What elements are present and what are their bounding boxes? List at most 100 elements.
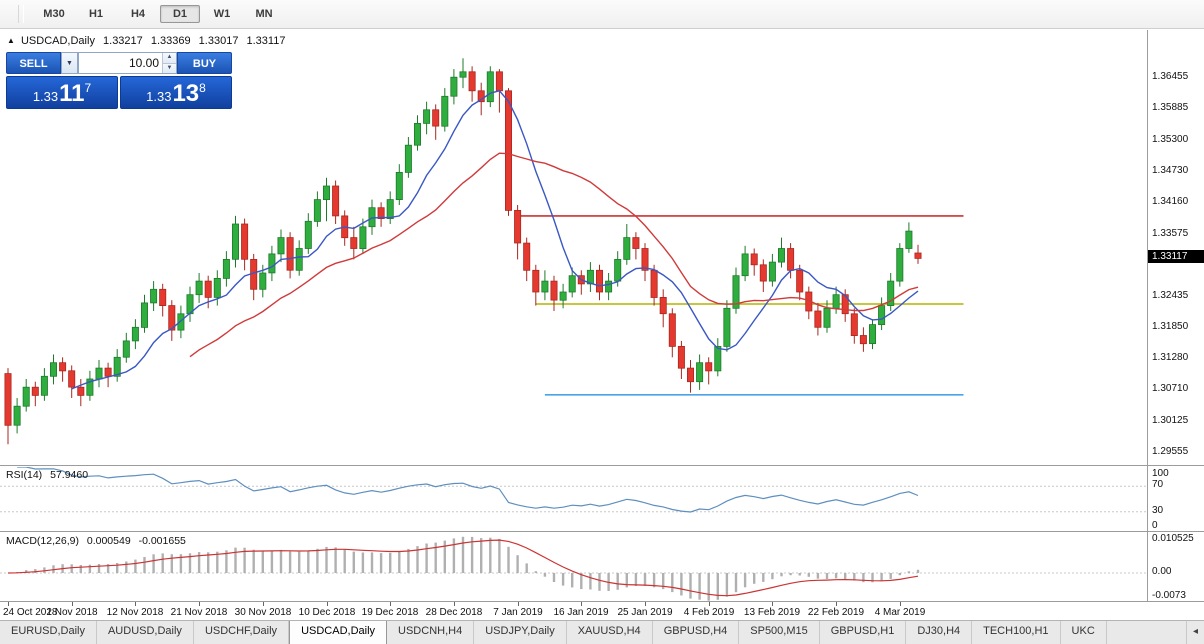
chart-tab-gbpusd-h1[interactable]: GBPUSD,H1 [820,621,907,644]
candle [878,305,886,326]
chart-tab-usdjpy-daily[interactable]: USDJPY,Daily [474,621,567,644]
macd-indicator-panel[interactable]: MACD(12,26,9) 0.000549 -0.001655 [0,531,1204,601]
axis-tick [836,602,837,606]
candle [887,280,895,307]
date-label: 10 Dec 2018 [298,607,356,618]
axis-tick [900,602,901,606]
candle [796,269,804,293]
chart-tab-tech100-h1[interactable]: TECH100,H1 [972,621,1061,644]
price-scale-label: 1.34160 [1152,196,1189,207]
rsi-canvas[interactable] [0,467,1147,531]
timeframe-button-d1[interactable]: D1 [160,5,200,23]
chevron-down-icon[interactable]: ▼ [61,52,78,74]
chevron-left-icon[interactable]: ◂ [1186,620,1204,644]
chart-tab-dj30-h4[interactable]: DJ30,H4 [906,621,973,644]
rsi-indicator-panel[interactable]: RSI(14) 57.9460 [0,465,1204,531]
price-scale-label: 1.32435 [1152,290,1189,301]
candle [523,242,531,271]
timeframe-button-m30[interactable]: M30 [43,8,65,20]
date-label: 16 Jan 2019 [553,607,609,618]
price-chart-canvas[interactable] [0,31,1147,465]
price-scale[interactable]: 1.33117 1.36455 1.35885 1.35300 1.34730 1.34… [1147,30,1204,601]
date-label: 22 Feb 2019 [807,607,865,618]
date-label: 19 Dec 2018 [361,607,419,618]
chart-tab-xauusd-h4[interactable]: XAUUSD,H4 [567,621,653,644]
buy-button[interactable]: BUY [177,52,232,74]
candle [377,207,385,219]
candle [204,280,212,298]
date-label: 28 Dec 2018 [425,607,483,618]
axis-tick [390,602,391,606]
candle [778,248,786,263]
candle [905,230,913,249]
candle [514,209,522,244]
candle [50,362,58,377]
candle [395,171,403,200]
chart-tab-gbpusd-h4[interactable]: GBPUSD,H4 [653,621,740,644]
candle [150,288,158,304]
volume-stepper[interactable]: 10.00 ▲ ▼ [78,52,177,74]
macd-canvas[interactable] [0,533,1147,601]
date-axis[interactable]: 24 Oct 2018 2 Nov 2018 12 Nov 2018 21 Nov 2… [0,601,1204,620]
candle [140,302,148,328]
candle [386,199,394,220]
date-label: 24 Oct 2018 [3,607,58,618]
spinner-up-icon[interactable]: ▲ [163,53,176,63]
volume-value[interactable]: 10.00 [128,56,159,70]
macd-scale-label: 0.00 [1152,566,1172,577]
candle [659,296,667,315]
timeframe-button-w1[interactable]: W1 [213,8,231,20]
price-scale-label: 1.29555 [1152,446,1189,457]
sell-button[interactable]: SELL [6,52,61,74]
main-chart-panel[interactable]: ▲ USDCAD,Daily 1.33217 1.33369 1.33017 1… [0,30,1147,465]
candle [559,291,567,301]
candle [914,252,922,259]
chart-tab-usdcad-daily[interactable]: USDCAD,Daily [289,621,388,644]
axis-tick [772,602,773,606]
candle [195,280,203,296]
timeframe-button-h1[interactable]: H1 [88,8,104,20]
candle [268,253,276,274]
candle [605,280,613,293]
candle [113,356,121,377]
price-scale-label: 1.30125 [1152,415,1189,426]
axis-tick [135,602,136,606]
candle [632,237,640,249]
buy-price-pips: 13 [172,80,200,107]
chart-tab-usdcnh-h4[interactable]: USDCNH,H4 [387,621,475,644]
chart-tab-usdchf-daily[interactable]: USDCHF,Daily [194,621,290,644]
candle [423,109,431,124]
candle [532,269,540,293]
candle [759,264,767,282]
candle [495,71,503,92]
chart-tab-audusd-daily[interactable]: AUDUSD,Daily [97,621,194,644]
timeframe-button-h4[interactable]: H4 [130,8,146,20]
candle [650,269,658,298]
collapse-icon[interactable]: ▲ [7,36,15,45]
candle [241,223,249,260]
axis-tick [581,602,582,606]
chart-tab-sp500-m15[interactable]: SP500,M15 [739,621,820,644]
price-scale-label: 1.30710 [1152,383,1189,394]
candle [823,307,831,328]
chart-tab-ukc[interactable]: UKC [1061,621,1107,644]
candle [359,226,367,250]
buy-price-point: 8 [199,81,206,95]
candle [122,340,130,358]
ohlc-open: 1.33217 [103,35,143,47]
rsi-scale-label: 70 [1152,479,1164,490]
candle [750,253,758,266]
buy-quote-box[interactable]: 1.33 13 8 [120,76,232,109]
rsi-header: RSI(14) 57.9460 [6,469,93,481]
sell-price-pips: 11 [59,80,85,107]
spinner-down-icon[interactable]: ▼ [163,62,176,73]
candle [86,378,94,396]
chart-tab-eurusd-daily[interactable]: EURUSD,Daily [0,621,97,644]
timeframe-button-mn[interactable]: MN [255,8,273,20]
axis-tick [263,602,264,606]
candle [705,362,713,372]
candle [350,237,358,249]
sell-quote-box[interactable]: 1.33 11 7 [6,76,118,109]
candle [832,294,840,309]
